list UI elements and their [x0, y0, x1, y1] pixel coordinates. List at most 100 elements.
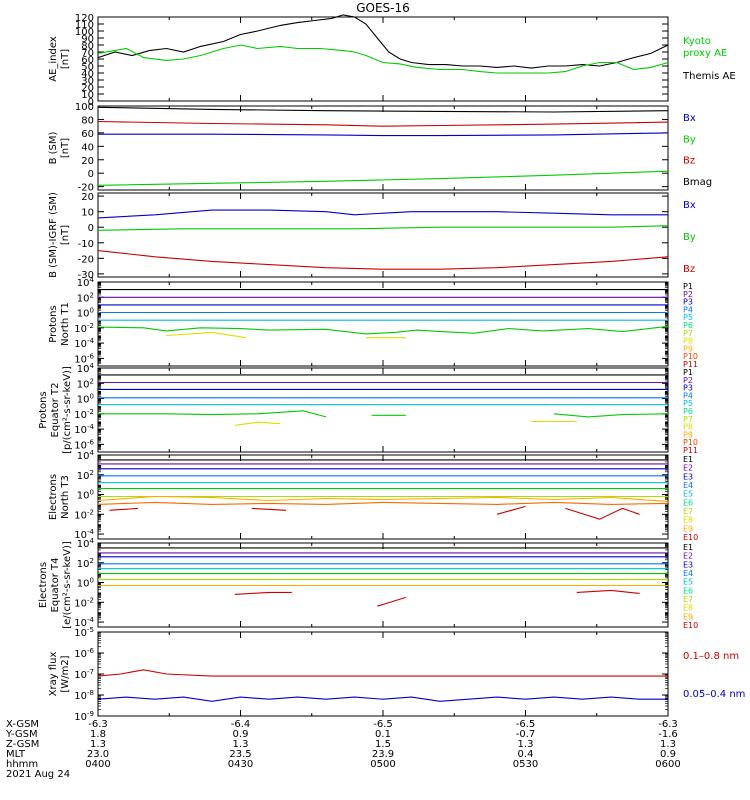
legend-entry: P4 [683, 305, 693, 314]
footer-value: -6.5 [516, 719, 536, 730]
y-axis-label: Equator T2 [50, 383, 61, 438]
y-tick-label: 60 [81, 55, 94, 66]
footer-value: -6.3 [88, 719, 108, 730]
y-tick-label: 10-7 [74, 668, 94, 681]
y-tick-label: 100 [77, 489, 94, 502]
legend-entry: E3 [683, 472, 693, 481]
y-tick-label: 120 [75, 13, 94, 24]
y-tick-label: 100 [75, 27, 94, 38]
legend-entry: P2 [683, 376, 693, 385]
y-axis-label: Protons [38, 391, 49, 428]
legend-entry: E9 [683, 524, 693, 533]
y-tick-label: 102 [77, 469, 94, 482]
y-tick-label: 10-4 [74, 528, 94, 541]
y-tick-label: 102 [77, 291, 94, 304]
y-tick-label: 10-5 [74, 626, 94, 639]
legend-entry: P7 [683, 329, 693, 338]
series-line [97, 14, 669, 69]
ephemeris-footer: X-GSM -6.3 -6.4 -6.5 -6.5 -6.3 Y-GSM 1.8 0.9 0.1 -… [5, 719, 681, 780]
legend-entry: E4 [683, 569, 693, 578]
y-tick-label: 60 [81, 129, 94, 140]
y-axis-label: Xray flux [48, 652, 59, 697]
series-line [251, 507, 287, 511]
legend-entry: P6 [683, 321, 693, 330]
y-tick-label: 0 [88, 223, 94, 234]
legend-entry: E7 [683, 595, 693, 604]
footer-row-label: hhmm [6, 759, 38, 770]
panel-7: 104 102 100 10-2 10-4 Electrons Equator T4 [e/(… [38, 537, 698, 630]
y-tick-label: 40 [81, 69, 94, 80]
series-line [98, 132, 669, 137]
footer-value: 1.5 [375, 739, 391, 750]
legend-entry: E6 [683, 498, 693, 507]
y-tick-label: 20 [81, 192, 94, 203]
legend-entry: E6 [683, 586, 693, 595]
footer-value: 0400 [85, 759, 110, 770]
legend-entry: E10 [683, 533, 698, 542]
y-tick-label: 50 [81, 62, 94, 73]
legend-entry: E4 [683, 481, 693, 490]
y-tick-label: 100 [77, 577, 94, 590]
legend-entry: Bmag [683, 177, 712, 188]
y-axis-label: [nT] [60, 49, 71, 69]
panel-2: -20 0 20 40 60 80 100 B (SM) [nT] Bx By Bz Bmag [48, 102, 712, 194]
legend-entry: 0.1–0.8 nm [683, 651, 739, 662]
y-tick-label: -30 [78, 270, 94, 281]
footer-value: 0600 [655, 759, 680, 770]
legend-entry: proxy AE [683, 48, 727, 59]
footer-value: 1.3 [660, 739, 676, 750]
legend-entry: Bx [683, 113, 696, 124]
legend-entry: By [683, 134, 696, 145]
y-tick-label: 110 [75, 20, 94, 31]
footer-value: 0.9 [660, 749, 676, 760]
series-line [97, 209, 668, 219]
panel-3: -30 -20 -10 0 10 20 B (SM)-IGRF (SM) [nT] Bx By Bz [48, 192, 696, 281]
legend-entry: E2 [683, 464, 693, 473]
footer-row-label: Z-GSM [6, 739, 39, 750]
y-tick-label: 10 [81, 208, 94, 219]
series-line [97, 250, 669, 270]
legend-entry: Bz [683, 264, 695, 275]
panel-6: 104 102 100 10-2 10-4 Electrons North T3 E1E2E3… [48, 449, 698, 542]
series-line [97, 170, 669, 186]
y-tick-label: 104 [77, 276, 95, 289]
legend-entry: P3 [683, 384, 693, 393]
legend-entry: E7 [683, 507, 693, 516]
footer-value: 23.5 [229, 749, 251, 760]
series-line [98, 410, 327, 418]
y-tick-label: 10-6 [74, 438, 94, 451]
legend-entry: 0.05–0.4 nm [683, 689, 745, 700]
y-tick-label: 70 [81, 48, 94, 59]
series-line [97, 325, 669, 335]
y-axis-label: [nT] [60, 225, 71, 245]
y-axis-label: Equator T4 [50, 558, 61, 613]
footer-value: 0.9 [233, 729, 249, 740]
legend-entry: E5 [683, 578, 693, 587]
y-tick-label: 90 [81, 34, 94, 45]
panel-4: 104 102 100 10-2 10-4 10-6 Protons North T1 P1P2… [48, 276, 698, 369]
panel-8: 10-5 10-6 10-7 10-8 10-9 Xray flux [W/m2] 0.1–0… [48, 626, 745, 723]
footer-value: 0430 [228, 759, 253, 770]
y-tick-label: 10-9 [74, 710, 94, 723]
footer-value: -0.7 [516, 729, 536, 740]
footer-row-label: Y-GSM [5, 729, 38, 740]
footer-date: 2021 Aug 24 [6, 769, 70, 780]
legend-entry: P11 [683, 446, 698, 455]
legend-entry: E8 [683, 516, 693, 525]
legend-entry: P10 [683, 352, 698, 361]
series-line [97, 501, 669, 505]
footer-value: 23.0 [87, 749, 109, 760]
series-line [496, 505, 526, 515]
y-tick-label: 100 [77, 393, 94, 406]
y-tick-label: 20 [81, 83, 94, 94]
footer-value: 0500 [370, 759, 395, 770]
series-line [109, 507, 138, 511]
y-tick-label: 10-4 [74, 616, 94, 629]
y-axis-label: Electrons [48, 474, 59, 520]
footer-value: 1.3 [233, 739, 249, 750]
y-tick-label: 10-6 [74, 352, 94, 365]
panel-frame [97, 192, 669, 278]
legend-entry: P5 [683, 313, 693, 322]
y-tick-label: 102 [77, 377, 94, 390]
legend-entry: P2 [683, 290, 693, 299]
